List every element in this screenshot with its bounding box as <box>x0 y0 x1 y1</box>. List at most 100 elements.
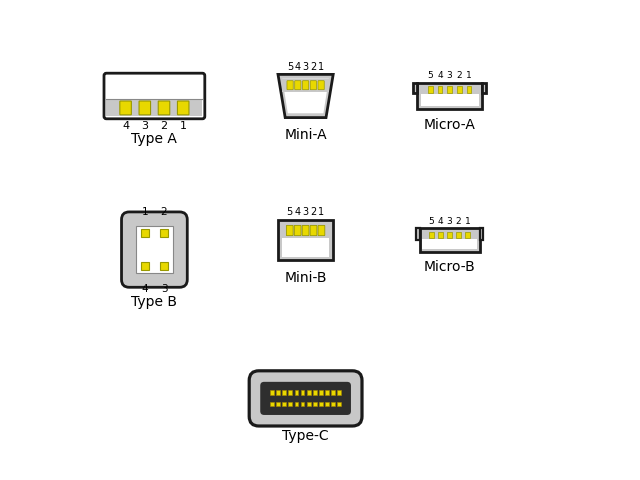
FancyBboxPatch shape <box>287 226 293 236</box>
Text: 3: 3 <box>161 284 167 294</box>
Bar <box>337 391 341 395</box>
Bar <box>289 391 292 395</box>
Text: 4: 4 <box>437 71 443 80</box>
Text: 5: 5 <box>429 216 435 226</box>
FancyBboxPatch shape <box>139 101 150 115</box>
Bar <box>337 402 341 406</box>
Bar <box>282 402 286 406</box>
Bar <box>301 402 305 406</box>
Bar <box>313 402 317 406</box>
Text: 4: 4 <box>141 284 148 294</box>
Text: 3: 3 <box>303 61 308 72</box>
Bar <box>282 391 286 395</box>
Bar <box>276 391 280 395</box>
Text: Micro-B: Micro-B <box>424 260 476 274</box>
Bar <box>136 227 173 273</box>
Bar <box>276 402 280 406</box>
Bar <box>479 228 483 240</box>
FancyBboxPatch shape <box>302 226 309 236</box>
Text: Type B: Type B <box>131 295 177 309</box>
Text: 2: 2 <box>310 207 317 217</box>
Bar <box>278 220 333 260</box>
Bar <box>325 402 329 406</box>
FancyBboxPatch shape <box>310 226 317 236</box>
Text: 2: 2 <box>456 216 461 226</box>
Bar <box>422 239 477 249</box>
Text: 4: 4 <box>438 216 444 226</box>
Bar <box>482 83 486 93</box>
Bar <box>160 229 168 237</box>
Bar <box>282 238 330 256</box>
Bar <box>465 232 470 238</box>
Text: 2: 2 <box>310 61 317 72</box>
Bar <box>416 228 420 240</box>
Bar <box>428 85 433 93</box>
Text: Type A: Type A <box>131 132 177 146</box>
Bar <box>417 83 482 109</box>
Bar <box>467 85 471 93</box>
Bar <box>294 402 298 406</box>
Bar <box>331 402 335 406</box>
FancyBboxPatch shape <box>104 73 205 119</box>
Text: 4: 4 <box>122 121 129 131</box>
Bar <box>307 391 310 395</box>
Text: 3: 3 <box>447 216 452 226</box>
Text: 3: 3 <box>303 207 308 217</box>
Bar <box>289 402 292 406</box>
Bar <box>413 83 417 93</box>
Text: 5: 5 <box>287 207 293 217</box>
Bar <box>294 391 298 395</box>
Text: Type-C: Type-C <box>282 429 329 443</box>
Bar <box>420 228 479 252</box>
Bar <box>319 402 323 406</box>
Text: 1: 1 <box>141 207 148 217</box>
Text: 1: 1 <box>465 216 470 226</box>
Text: Mini-A: Mini-A <box>284 128 327 142</box>
Text: Micro-A: Micro-A <box>424 118 476 132</box>
Bar <box>106 99 202 116</box>
Text: 3: 3 <box>447 71 452 80</box>
FancyBboxPatch shape <box>303 81 308 90</box>
Bar <box>447 232 452 238</box>
Bar <box>301 391 305 395</box>
Text: 1: 1 <box>318 207 324 217</box>
FancyBboxPatch shape <box>260 382 351 415</box>
Bar <box>282 79 329 92</box>
Text: 3: 3 <box>141 121 148 131</box>
Bar <box>420 94 479 106</box>
Bar <box>141 229 149 237</box>
Bar <box>325 391 329 395</box>
Text: 5: 5 <box>287 61 293 72</box>
FancyBboxPatch shape <box>249 371 362 426</box>
FancyBboxPatch shape <box>177 101 189 115</box>
Bar <box>307 402 310 406</box>
Text: 5: 5 <box>428 71 433 80</box>
Text: 2: 2 <box>161 207 167 217</box>
Polygon shape <box>278 74 333 118</box>
Bar <box>319 391 323 395</box>
Text: 4: 4 <box>295 61 301 72</box>
FancyBboxPatch shape <box>295 81 301 90</box>
Bar <box>160 262 168 270</box>
Bar <box>331 391 335 395</box>
Bar <box>270 402 274 406</box>
Bar <box>270 391 274 395</box>
Text: 2: 2 <box>161 121 168 131</box>
Text: 1: 1 <box>466 71 472 80</box>
FancyBboxPatch shape <box>287 81 293 90</box>
Bar <box>438 85 442 93</box>
Bar <box>313 391 317 395</box>
Bar <box>141 262 149 270</box>
Text: 2: 2 <box>456 71 462 80</box>
Text: 1: 1 <box>180 121 187 131</box>
FancyBboxPatch shape <box>310 81 317 90</box>
Text: Mini-B: Mini-B <box>284 271 327 285</box>
Bar <box>429 232 434 238</box>
Polygon shape <box>282 79 329 113</box>
Bar <box>457 85 461 93</box>
Text: 4: 4 <box>294 207 301 217</box>
Text: 1: 1 <box>318 61 324 72</box>
Bar <box>447 85 452 93</box>
FancyBboxPatch shape <box>122 212 188 287</box>
FancyBboxPatch shape <box>158 101 170 115</box>
